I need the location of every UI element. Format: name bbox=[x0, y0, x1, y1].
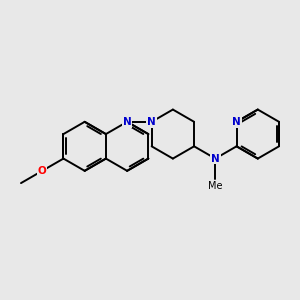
Text: N: N bbox=[211, 154, 220, 164]
Text: N: N bbox=[147, 117, 156, 127]
Text: N: N bbox=[232, 117, 241, 127]
Text: N: N bbox=[123, 117, 131, 127]
Text: Me: Me bbox=[208, 181, 223, 191]
Text: O: O bbox=[38, 166, 46, 176]
